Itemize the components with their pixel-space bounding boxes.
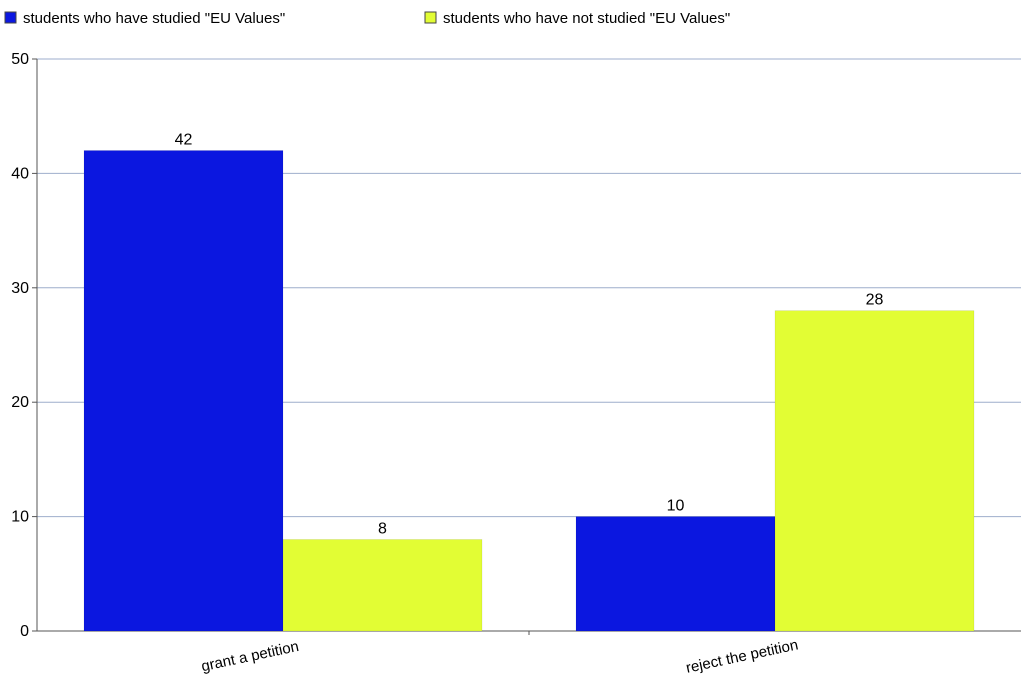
legend: students who have studied "EU Values" stu… <box>4 10 730 27</box>
x-tick-label: reject the petition <box>684 636 799 676</box>
data-label-bg <box>860 288 889 309</box>
bar-not-studied-0 <box>282 539 483 632</box>
y-tick-label: 40 <box>11 165 29 182</box>
data-label: 10 <box>667 498 685 515</box>
legend-swatch <box>424 11 437 24</box>
bar-not-studied-1 <box>774 310 975 632</box>
y-tick-label: 10 <box>11 509 29 526</box>
data-label-bg <box>169 128 198 149</box>
bars <box>83 150 975 632</box>
data-labels: 42 8 10 28 <box>169 128 889 538</box>
x-tick-label: grant a petition <box>200 638 301 675</box>
data-label: 28 <box>866 292 884 309</box>
bar-studied-1 <box>575 516 776 632</box>
data-label: 8 <box>378 520 387 537</box>
y-tick-label: 20 <box>11 394 29 411</box>
data-label-bg <box>368 517 397 538</box>
legend-label: students who have not studied "EU Values… <box>443 10 730 27</box>
legend-swatch <box>4 11 17 24</box>
y-tick-label: 50 <box>11 51 29 68</box>
y-tick-label: 0 <box>20 623 29 640</box>
legend-label: students who have studied "EU Values" <box>23 10 285 27</box>
data-label: 42 <box>175 132 193 149</box>
data-label-bg <box>661 494 690 515</box>
y-tick-label: 30 <box>11 280 29 297</box>
bar-studied-0 <box>83 150 284 632</box>
